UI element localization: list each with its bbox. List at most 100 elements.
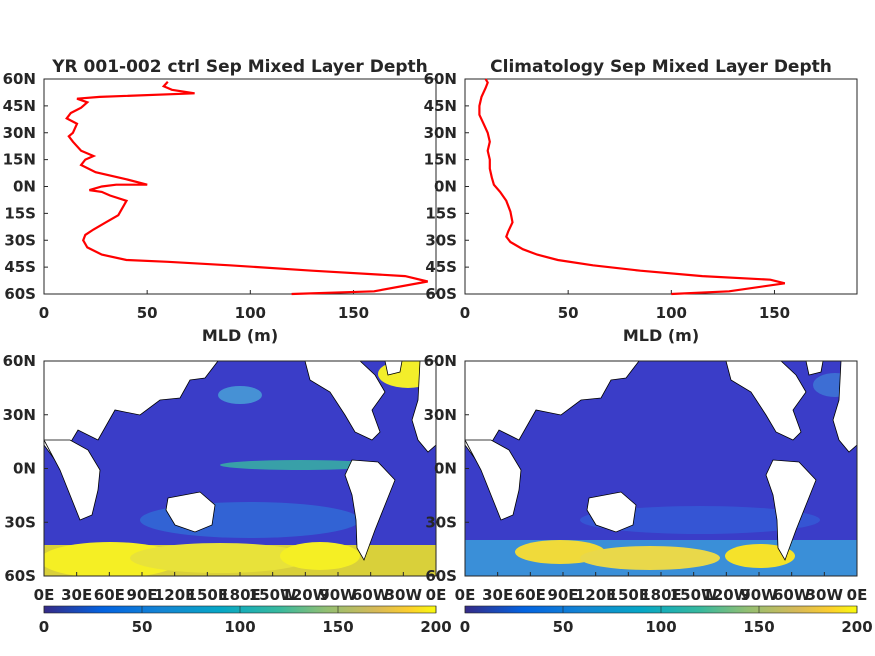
high-mld-patch [725,544,795,568]
colorbar-tick-label: 100 [645,618,676,636]
y-tick-label: 30N [424,406,457,424]
mid-lat-patch [218,386,262,404]
y-tick-label: 0N [434,178,457,196]
colorbar-tick-label: 0 [460,618,470,636]
x-tick-label: 120E [575,586,617,604]
y-tick-label: 60N [3,70,36,88]
x-tick-label: 50 [558,304,579,322]
colorbar-ticks: 0 50 100 150 200 [39,606,452,636]
y-tick-label: 45N [424,97,457,115]
y-tick-label: 30N [424,124,457,142]
x-tick-label: 120E [154,586,196,604]
mid-lat-band [580,506,820,534]
colorbar-tick-label: 150 [743,618,774,636]
south-america-land [765,459,817,561]
y-tick-label: 60N [424,352,457,370]
colorbar-tick-label: 0 [39,618,49,636]
x-tick-label: 150W [249,586,297,604]
y-tick-label: 60S [425,567,457,585]
x-tick-label: 150E [608,586,650,604]
north-america-land [304,361,386,441]
x-tick-label: 90E [547,586,578,604]
high-mld-patch [580,546,720,570]
greenland-land [384,361,403,376]
africa-land [44,439,101,521]
y-tick-label: 60S [4,285,36,303]
series-line [478,78,786,296]
x-tick-label: 0 [39,304,49,322]
europe-africa-east-land [832,361,857,453]
tick-group: 0 50 100 150 60S 45S 30S 15S 0N 15N 30N 45N 60N [3,70,370,322]
x-tick-label: 60W [352,586,390,604]
x-tick-label: 150E [187,586,229,604]
x-tick-label: 90W [319,586,357,604]
colorbar-tick-label: 100 [224,618,255,636]
y-tick-label: 15S [425,204,457,222]
north-america-land [725,361,807,441]
x-tick-label: 0E [426,586,447,604]
x-tick-label: 150 [759,304,790,322]
y-tick-label: 30S [4,231,36,249]
x-tick-label: 50 [137,304,158,322]
x-axis-label: MLD (m) [202,326,278,345]
tick-group: 0 50 100 150 60S 45S 30S 15S 0N 15N 30N 45N 60N [424,70,791,322]
south-america-land [344,459,396,561]
x-tick-label: 60W [773,586,811,604]
x-tick-label: 150 [338,304,369,322]
colorbar-ticks: 0 50 100 150 200 [460,606,873,636]
x-tick-label: 150W [670,586,718,604]
y-tick-label: 60N [3,352,36,370]
axes-box [464,78,858,295]
x-tick-label: 0E [847,586,868,604]
y-tick-label: 60N [424,70,457,88]
colorbar-tick-label: 200 [420,618,451,636]
y-tick-label: 15N [3,151,36,169]
equatorial-band [220,460,380,470]
panel-climatology-profile: Climatology Sep Mixed Layer Depth 0 50 100… [424,57,858,345]
x-tick-label: 100 [235,304,266,322]
y-tick-label: 45S [425,258,457,276]
y-tick-label: 0N [434,460,457,478]
x-tick-label: 90E [126,586,157,604]
tick-group: 60S 30S 0N 30N 60N 0E 30E 60E 90E120E150E180E150… [3,352,447,604]
australia-land [586,491,637,533]
y-tick-label: 0N [13,460,36,478]
chart-title: Climatology Sep Mixed Layer Depth [490,57,832,77]
chart-title: YR 001-002 ctrl Sep Mixed Layer Depth [51,57,428,77]
colorbar-tick-label: 50 [553,618,574,636]
high-mld-patch [130,543,310,573]
colorbar-tick-label: 150 [322,618,353,636]
y-tick-label: 15S [4,204,36,222]
x-tick-label: 90W [740,586,778,604]
colorbar-tick-label: 50 [132,618,153,636]
x-axis-label: MLD (m) [623,326,699,345]
y-tick-label: 60S [425,285,457,303]
x-tick-label: 30E [61,586,92,604]
y-tick-label: 0N [13,178,36,196]
x-tick-label: 30E [482,586,513,604]
x-tick-label: 180E [640,586,682,604]
x-tick-label: 30W [806,586,844,604]
y-tick-label: 15N [424,151,457,169]
x-tick-label: 0E [34,586,55,604]
africa-land [465,439,522,521]
greenland-land [805,361,824,376]
x-tick-label: 180E [219,586,261,604]
y-tick-label: 30S [425,513,457,531]
y-tick-label: 30N [3,406,36,424]
colorbar-tick-label: 200 [841,618,872,636]
europe-africa-east-land [411,361,436,453]
x-tick-label: 60E [94,586,125,604]
y-tick-label: 60S [4,567,36,585]
x-tick-label: 120W [702,586,750,604]
x-tick-label: 0 [460,304,470,322]
x-tick-label: 0E [455,586,476,604]
y-tick-label: 30S [4,513,36,531]
series-line [65,80,428,296]
x-tick-label: 100 [656,304,687,322]
x-tick-label: 30W [385,586,423,604]
panel-model-profile: YR 001-002 ctrl Sep Mixed Layer Depth 0 5… [3,57,437,345]
